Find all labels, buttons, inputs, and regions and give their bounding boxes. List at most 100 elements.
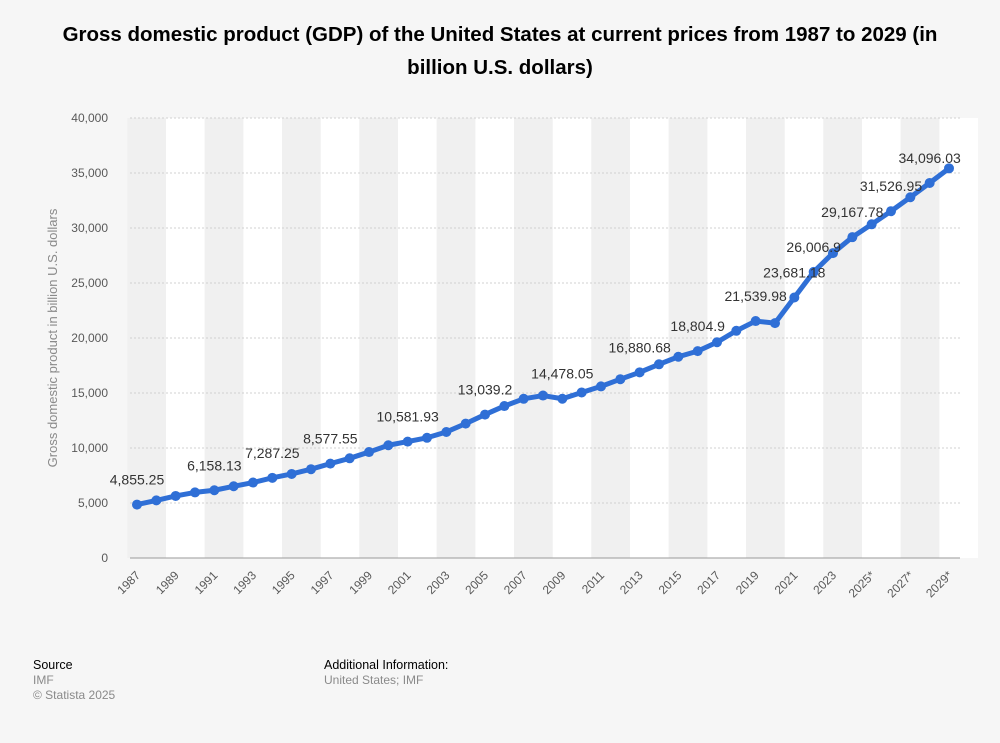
additional-info-heading: Additional Information: bbox=[324, 658, 449, 672]
data-label: 6,158.13 bbox=[187, 457, 242, 473]
data-point[interactable] bbox=[518, 393, 529, 404]
source-block: Source IMF © Statista 2025 bbox=[33, 658, 115, 703]
data-label: 18,804.9 bbox=[670, 318, 725, 334]
data-label: 31,526.95 bbox=[860, 178, 922, 194]
data-point[interactable] bbox=[441, 426, 452, 437]
data-point[interactable] bbox=[538, 390, 548, 401]
data-point[interactable] bbox=[731, 325, 742, 336]
x-tick-label: 2025* bbox=[846, 568, 878, 600]
data-point[interactable] bbox=[886, 206, 896, 217]
column-bands bbox=[121, 118, 978, 558]
data-point[interactable] bbox=[866, 219, 877, 230]
data-point[interactable] bbox=[750, 316, 761, 327]
data-point[interactable] bbox=[847, 232, 858, 243]
data-point[interactable] bbox=[905, 192, 916, 203]
data-point[interactable] bbox=[132, 499, 142, 510]
source-line-1[interactable]: IMF bbox=[33, 673, 54, 687]
data-labels: 4,855.25 6,158.137,287.258,577.55 10,581.9… bbox=[110, 150, 961, 488]
y-tick-label: 0 bbox=[101, 551, 108, 565]
x-tick-label: 2021 bbox=[772, 568, 801, 597]
data-point[interactable] bbox=[789, 292, 800, 303]
data-label: 13,039.2 bbox=[458, 382, 513, 398]
y-tick-label: 10,000 bbox=[71, 441, 108, 455]
data-label: 16,880.68 bbox=[609, 339, 671, 355]
source-line-2: © Statista 2025 bbox=[33, 688, 116, 702]
data-points bbox=[132, 163, 954, 510]
data-point[interactable] bbox=[209, 485, 220, 496]
data-point[interactable] bbox=[267, 472, 278, 483]
data-label: 26,006.9 bbox=[786, 239, 841, 255]
data-label: 23,681.18 bbox=[763, 265, 825, 281]
grid-lines bbox=[130, 117, 960, 559]
data-point[interactable] bbox=[151, 495, 162, 506]
y-tick-label: 30,000 bbox=[71, 221, 108, 235]
x-tick-label: 1995 bbox=[269, 568, 298, 597]
x-tick-label: 1989 bbox=[153, 568, 182, 597]
x-tick-label: 2001 bbox=[385, 568, 414, 597]
data-point[interactable] bbox=[383, 440, 394, 451]
data-label: 10,581.93 bbox=[377, 409, 439, 425]
data-point[interactable] bbox=[673, 351, 684, 362]
data-point[interactable] bbox=[499, 401, 510, 412]
x-tick-label: 2017 bbox=[694, 568, 723, 597]
data-point[interactable] bbox=[576, 387, 587, 398]
data-point[interactable] bbox=[596, 381, 606, 392]
data-point[interactable] bbox=[170, 490, 181, 501]
data-point[interactable] bbox=[634, 367, 645, 378]
data-point[interactable] bbox=[654, 359, 664, 370]
data-point[interactable] bbox=[692, 346, 703, 357]
x-tick-label: 1987 bbox=[114, 568, 143, 597]
x-tick-label: 2013 bbox=[617, 568, 646, 597]
data-point[interactable] bbox=[190, 487, 200, 498]
data-point[interactable] bbox=[306, 464, 316, 475]
data-point[interactable] bbox=[402, 436, 413, 447]
x-tick-label: 1999 bbox=[346, 568, 375, 597]
source-heading: Source bbox=[33, 658, 73, 672]
x-tick-label: 2011 bbox=[579, 568, 607, 596]
x-axis-ticks: 1987 1989 1991 1993 1995 1997 1999 2001 2003 2005… bbox=[114, 568, 955, 600]
data-label: 7,287.25 bbox=[245, 445, 300, 461]
data-point[interactable] bbox=[480, 409, 490, 420]
x-tick-label: 2005 bbox=[462, 568, 491, 597]
data-point[interactable] bbox=[770, 318, 780, 329]
data-point[interactable] bbox=[460, 418, 471, 429]
y-tick-label: 5,000 bbox=[78, 496, 108, 510]
data-point[interactable] bbox=[325, 458, 336, 469]
data-label: 34,096.03 bbox=[899, 150, 961, 166]
x-tick-label: 2015 bbox=[656, 568, 685, 597]
data-point[interactable] bbox=[286, 468, 297, 479]
x-tick-label: 1993 bbox=[230, 568, 259, 597]
y-tick-label: 40,000 bbox=[71, 111, 108, 125]
y-axis-ticks: 0 5,000 10,000 15,000 20,000 25,000 30,000 35,0… bbox=[71, 111, 108, 565]
data-point[interactable] bbox=[422, 432, 432, 443]
x-tick-label: 2007 bbox=[501, 568, 530, 597]
data-point[interactable] bbox=[808, 266, 819, 277]
data-point[interactable] bbox=[712, 337, 722, 348]
y-tick-label: 35,000 bbox=[71, 166, 108, 180]
y-tick-label: 20,000 bbox=[71, 331, 108, 345]
data-point[interactable] bbox=[228, 481, 239, 492]
x-tick-label: 1991 bbox=[192, 568, 221, 597]
data-label: 8,577.55 bbox=[303, 431, 358, 447]
x-tick-label: 2009 bbox=[540, 568, 569, 597]
y-axis-label: Gross domestic product in billion U.S. d… bbox=[45, 208, 60, 467]
chart-title: Gross domestic product (GDP) of the Unit… bbox=[62, 23, 938, 79]
x-tick-label: 2003 bbox=[424, 568, 453, 597]
data-point[interactable] bbox=[615, 374, 626, 385]
data-point[interactable] bbox=[344, 453, 355, 464]
data-point[interactable] bbox=[828, 248, 838, 259]
additional-info-text: United States; IMF bbox=[324, 673, 424, 687]
y-tick-label: 25,000 bbox=[71, 276, 108, 290]
additional-info-block: Additional Information: United States; I… bbox=[324, 658, 448, 688]
y-tick-label: 15,000 bbox=[71, 386, 108, 400]
data-point[interactable] bbox=[248, 477, 258, 488]
data-point[interactable] bbox=[557, 393, 568, 404]
data-point[interactable] bbox=[364, 447, 374, 458]
x-tick-label: 2019 bbox=[733, 568, 762, 597]
x-tick-label: 2023 bbox=[810, 568, 839, 597]
data-point[interactable] bbox=[944, 163, 954, 174]
data-point[interactable] bbox=[924, 177, 935, 188]
data-label: 4,855.25 bbox=[110, 472, 165, 488]
data-label: 21,539.98 bbox=[725, 288, 787, 304]
